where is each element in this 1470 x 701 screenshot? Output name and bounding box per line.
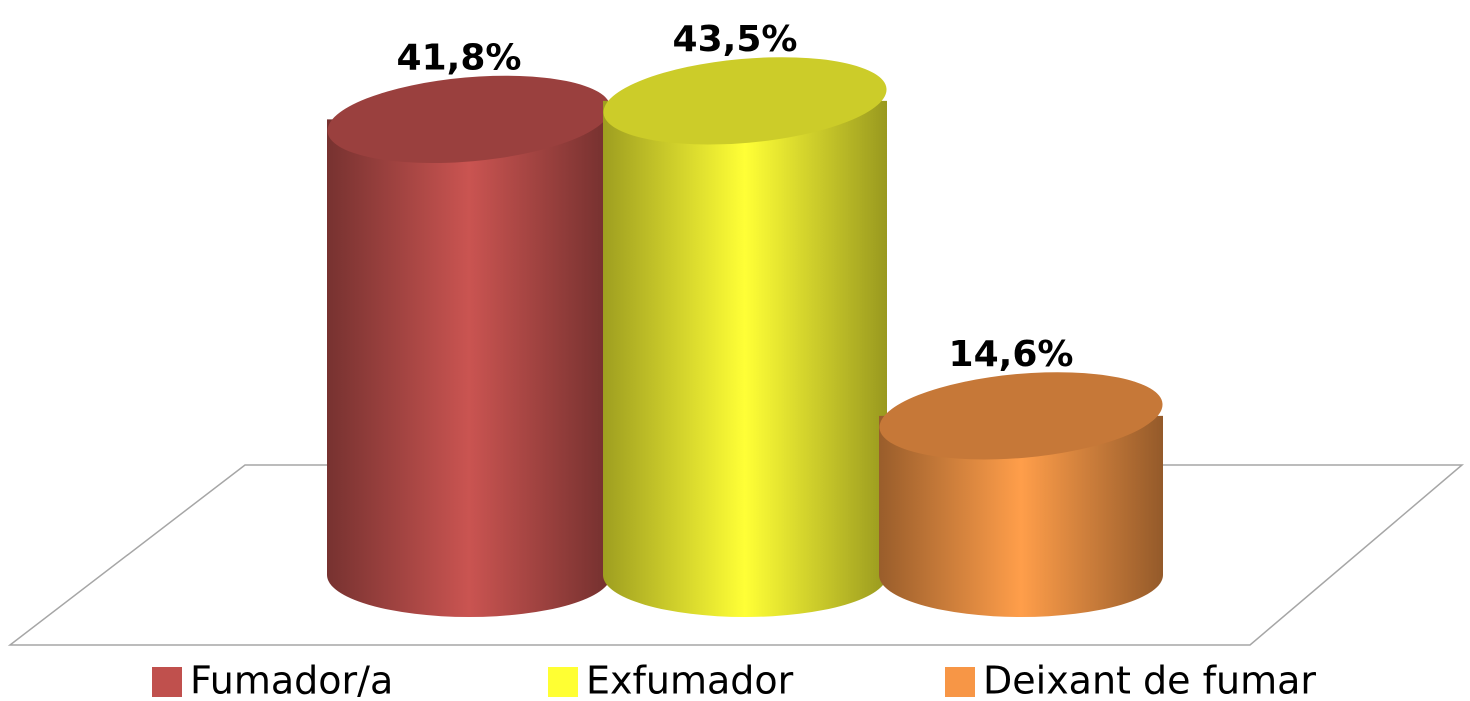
value-label: 41,8% <box>397 37 522 78</box>
bar-top <box>327 75 611 164</box>
bar-top <box>603 57 887 145</box>
value-label: 43,5% <box>673 19 798 60</box>
legend-label: Fumador/a <box>190 659 393 701</box>
legend-label: Exfumador <box>586 659 794 701</box>
bar-top <box>879 372 1163 460</box>
bar-side <box>603 100 887 618</box>
legend-swatch <box>945 667 975 697</box>
legend-swatch <box>152 667 182 697</box>
bar-side <box>327 119 611 617</box>
legend-swatch <box>548 667 578 697</box>
bar-side <box>879 415 1163 617</box>
value-label: 14,6% <box>949 334 1074 375</box>
legend-label: Deixant de fumar <box>983 659 1316 701</box>
